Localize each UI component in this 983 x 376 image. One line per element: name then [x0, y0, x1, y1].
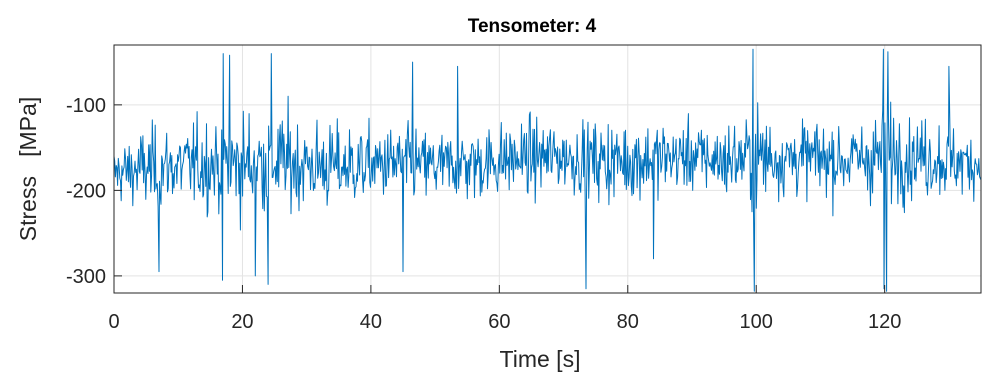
y-tick-label: -300 — [66, 266, 106, 288]
x-tick-label: 40 — [360, 311, 382, 333]
plot-area — [114, 45, 981, 293]
x-tick-label: 80 — [617, 311, 639, 333]
stress-line — [113, 48, 982, 292]
x-tick-label: 100 — [740, 311, 773, 333]
y-tick-label: -100 — [66, 95, 106, 117]
x-tick-label: 0 — [108, 311, 119, 333]
chart-title: Tensometer: 4 — [468, 16, 597, 37]
y-tick-label: -200 — [66, 180, 106, 202]
plot-frame — [113, 44, 982, 294]
series-stress — [113, 48, 982, 292]
x-tick-label: 60 — [488, 311, 510, 333]
x-tick-label: 120 — [868, 311, 901, 333]
x-tick-label: 20 — [231, 311, 253, 333]
y-axis-label: Stress [MPa] — [15, 97, 41, 241]
x-axis-label: Time [s] — [500, 346, 581, 372]
axis-ticks: 0 20 40 60 80 100 120 -100 -200 -300 — [66, 95, 901, 333]
